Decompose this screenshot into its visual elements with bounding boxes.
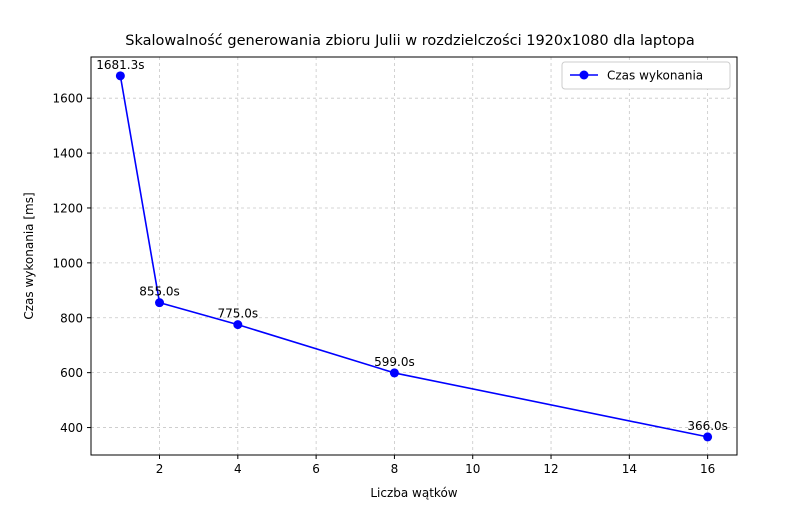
x-axis-label: Liczba wątków	[370, 486, 457, 500]
y-axis-ticks: 400 600 800 1000 1200 1400 1600	[52, 92, 91, 435]
x-tick-label: 14	[622, 462, 637, 476]
data-label: 855.0s	[139, 285, 180, 299]
x-axis-ticks: 2 4 6 8 10 12 14 16	[156, 455, 715, 476]
x-tick-label: 16	[700, 462, 715, 476]
y-tick-label: 1600	[52, 92, 83, 106]
data-label: 599.0s	[374, 355, 415, 369]
x-tick-label: 10	[465, 462, 480, 476]
data-point	[155, 298, 165, 308]
chart-title: Skalowalność generowania zbioru Julii w …	[125, 33, 694, 49]
y-tick-label: 800	[60, 311, 83, 325]
x-tick-label: 4	[234, 462, 242, 476]
y-tick-label: 1400	[52, 147, 83, 161]
y-tick-label: 400	[60, 421, 83, 435]
data-point	[233, 320, 243, 330]
x-tick-label: 12	[543, 462, 558, 476]
legend-marker	[579, 70, 589, 80]
legend: Czas wykonania	[561, 61, 731, 90]
data-label: 775.0s	[218, 307, 259, 321]
x-tick-label: 8	[391, 462, 399, 476]
y-tick-label: 1200	[52, 201, 83, 215]
data-point	[703, 432, 713, 442]
data-label: 366.0s	[687, 419, 728, 433]
legend-label: Czas wykonania	[607, 69, 703, 83]
legend-box	[561, 61, 731, 90]
data-point	[389, 368, 399, 378]
plot-area: 1681.3s 855.0s 775.0s 599.0s 366.0s	[96, 58, 728, 442]
x-tick-label: 6	[312, 462, 320, 476]
grid	[91, 57, 737, 455]
y-tick-label: 1000	[52, 256, 83, 270]
y-axis-label: Czas wykonania [ms]	[22, 192, 36, 319]
plot-frame	[90, 56, 738, 456]
data-label: 1681.3s	[96, 58, 144, 72]
x-tick-label: 2	[156, 462, 164, 476]
data-point	[115, 71, 125, 81]
y-tick-label: 600	[60, 366, 83, 380]
